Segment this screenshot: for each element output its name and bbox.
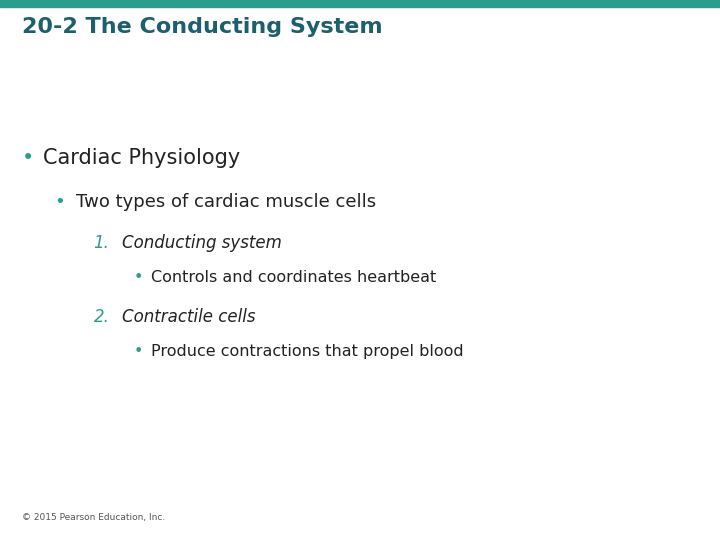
Text: 2.: 2. xyxy=(94,308,109,326)
Text: 20-2 The Conducting System: 20-2 The Conducting System xyxy=(22,17,382,37)
Text: Produce contractions that propel blood: Produce contractions that propel blood xyxy=(151,344,464,359)
Text: Controls and coordinates heartbeat: Controls and coordinates heartbeat xyxy=(151,270,436,285)
Text: 1.: 1. xyxy=(94,234,109,252)
Text: •: • xyxy=(133,344,143,359)
Text: •: • xyxy=(22,148,34,168)
Bar xyxy=(0,0,720,7)
Text: Conducting system: Conducting system xyxy=(122,234,282,252)
Text: © 2015 Pearson Education, Inc.: © 2015 Pearson Education, Inc. xyxy=(22,513,166,522)
Text: Contractile cells: Contractile cells xyxy=(122,308,256,326)
Text: •: • xyxy=(133,270,143,285)
Text: Cardiac Physiology: Cardiac Physiology xyxy=(43,148,240,168)
Text: •: • xyxy=(54,193,65,211)
Text: Two types of cardiac muscle cells: Two types of cardiac muscle cells xyxy=(76,193,376,211)
